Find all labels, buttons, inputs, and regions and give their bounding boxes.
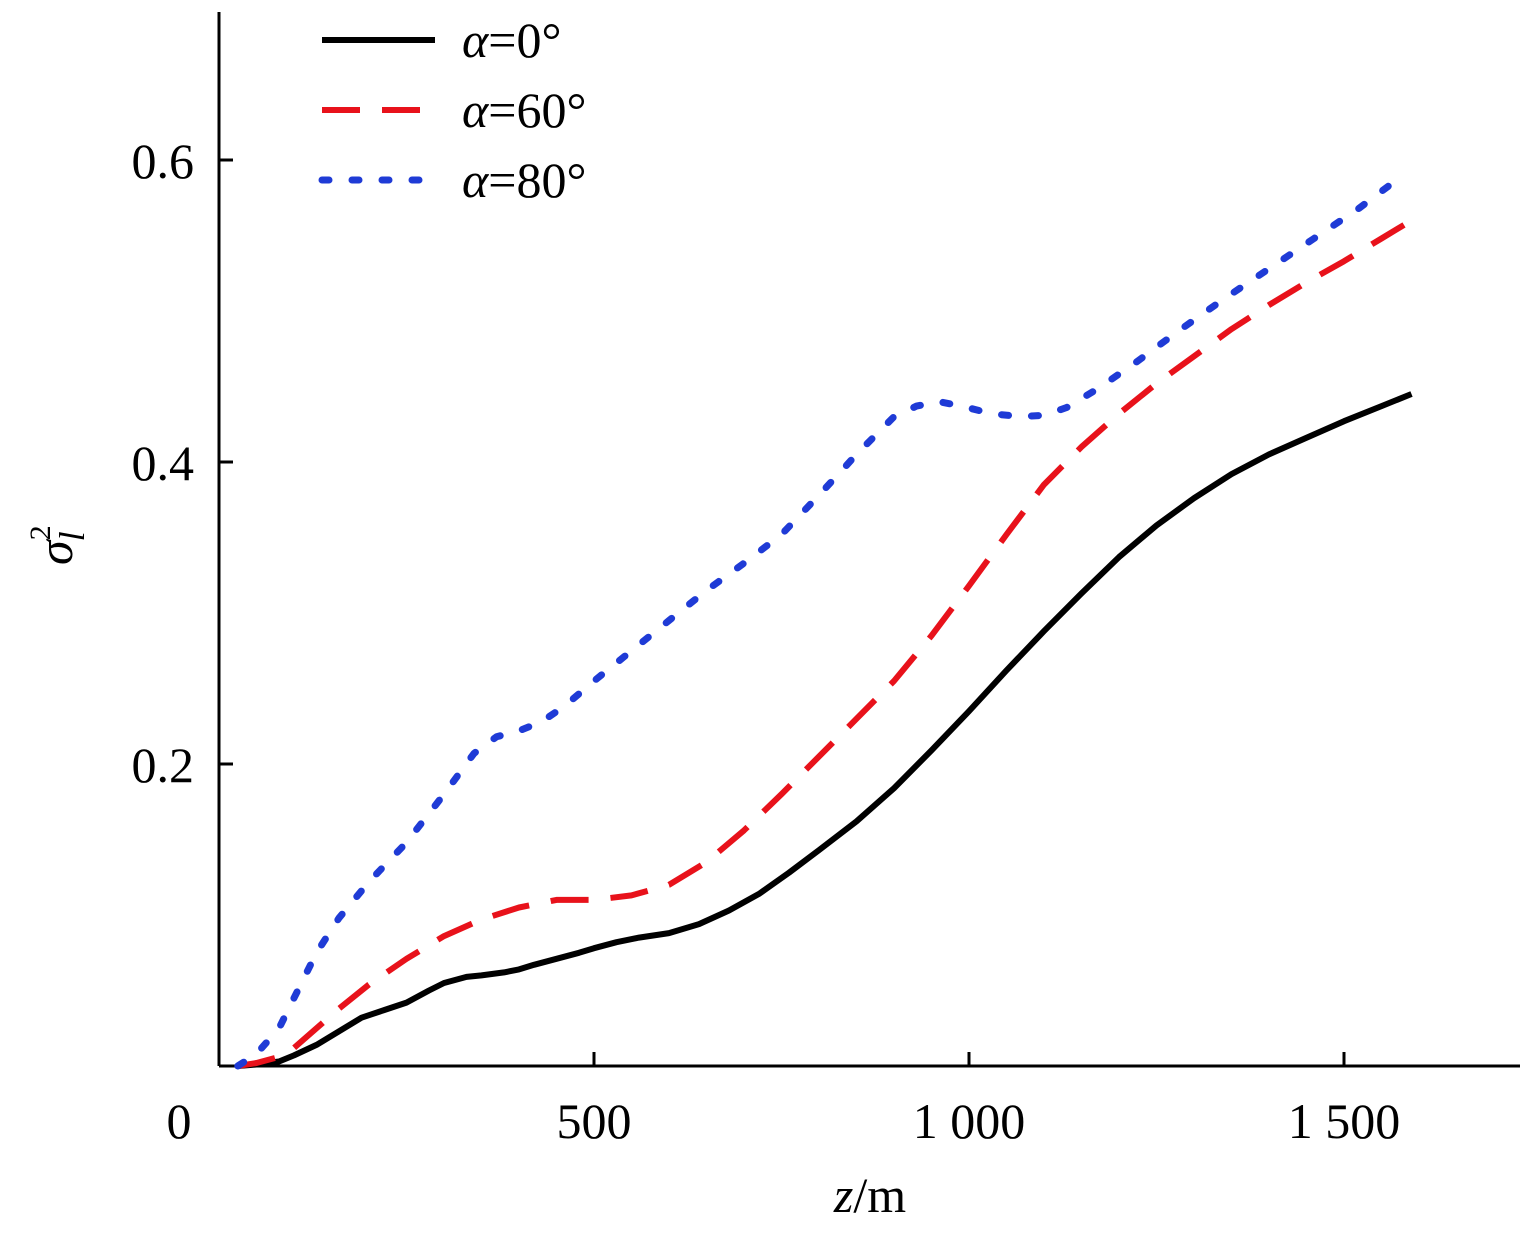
- series-line-1: [237, 222, 1406, 1069]
- y-tick-label: 0.6: [132, 133, 195, 189]
- y-tick-label: 0.2: [132, 737, 195, 793]
- legend-label-2: α=80°: [462, 152, 586, 208]
- legend: α=0° α=60° α=80°: [318, 12, 586, 208]
- y-axis-title-text: σ2l: [24, 525, 92, 565]
- y-tick-label: 0.4: [132, 435, 195, 491]
- y-axis-title: σ2l: [24, 525, 92, 565]
- x-axis-title: z/m: [833, 1167, 906, 1223]
- legend-label-0: α=0°: [462, 12, 561, 68]
- series-line-2: [234, 182, 1393, 1070]
- legend-label-1: α=60°: [462, 82, 586, 138]
- y-axis-title-subscript: l: [52, 531, 92, 541]
- y-axis-title-symbol: σ: [27, 538, 83, 565]
- ticks: 500 1 000 1 500 0.2 0.4 0.6: [132, 133, 1401, 1149]
- x-axis-title-variable: z: [833, 1167, 853, 1223]
- x-tick-label: 500: [557, 1093, 632, 1149]
- series-line-0: [237, 391, 1413, 1069]
- x-tick-label: 1 000: [913, 1093, 1026, 1149]
- series-lines: [234, 182, 1413, 1070]
- x-axis-title-unit: /m: [853, 1167, 906, 1223]
- x-origin-tick-label: 0: [167, 1093, 192, 1149]
- y-axis-title-superscript: 2: [24, 525, 57, 540]
- x-tick-label: 1 500: [1288, 1093, 1401, 1149]
- axes: [217, 12, 1520, 1068]
